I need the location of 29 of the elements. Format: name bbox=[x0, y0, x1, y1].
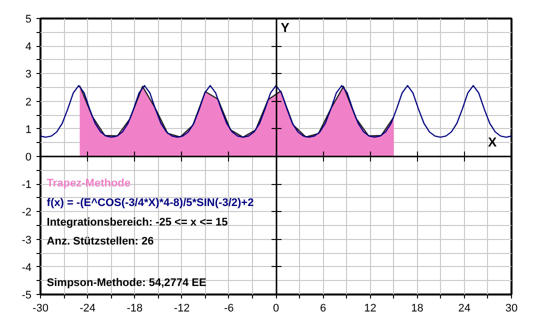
y-tick-label: 0 bbox=[25, 152, 32, 164]
x-axis-title: X bbox=[488, 134, 497, 150]
y-axis-title: Y bbox=[280, 20, 290, 36]
x-tick-label: 6 bbox=[320, 302, 326, 314]
y-tick-label: 3 bbox=[25, 68, 32, 81]
x-tick-label: -24 bbox=[80, 302, 96, 314]
annotation: f(x) = -(E^COS(-3/4*X)*4-8)/5*SIN(-3/2)+2 bbox=[46, 196, 254, 209]
y-tick-label: 2 bbox=[25, 96, 32, 108]
x-tick-label: -30 bbox=[32, 302, 48, 314]
y-tick-label: -3 bbox=[22, 234, 32, 246]
y-tick-label: 4 bbox=[25, 41, 32, 54]
y-tick-label: -5 bbox=[22, 290, 32, 302]
x-tick-label: -6 bbox=[224, 302, 234, 314]
y-tick-label: 1 bbox=[25, 124, 32, 136]
text: Trapez-Methode bbox=[46, 178, 131, 190]
annotation: Integrationsbereich: -25 <= x <= 15 bbox=[46, 216, 228, 228]
y-tick-label: -4 bbox=[22, 262, 32, 274]
annotation: Anz. Stützstellen: 26 bbox=[46, 236, 154, 248]
x-tick-label: 12 bbox=[364, 302, 376, 314]
y-tick-label: 5 bbox=[25, 14, 32, 26]
x-tick-label: 24 bbox=[458, 302, 471, 314]
annotation: Simpson-Methode: 54,2774 EE bbox=[46, 276, 206, 289]
x-tick-label: 30 bbox=[505, 302, 518, 314]
y-tick-label: -2 bbox=[22, 206, 32, 219]
x-tick-label: 0 bbox=[272, 302, 280, 314]
y-tick-label: -1 bbox=[22, 179, 32, 192]
x-tick-label: -18 bbox=[126, 302, 143, 314]
x-tick-label: -12 bbox=[174, 302, 190, 314]
x-tick-label: 18 bbox=[411, 302, 424, 314]
